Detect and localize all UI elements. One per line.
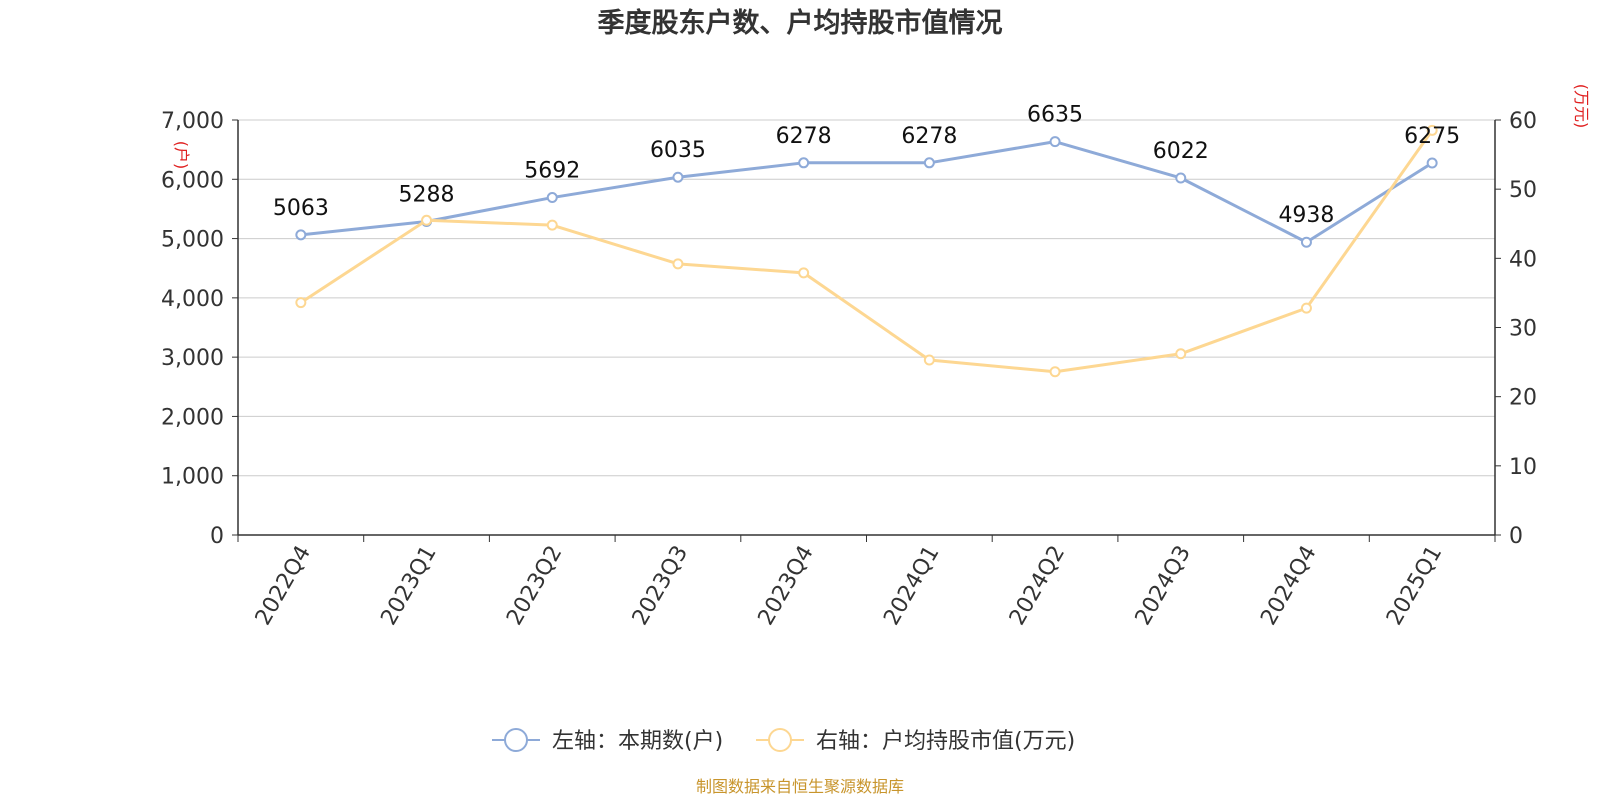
left-tick-label: 2,000 <box>161 405 224 430</box>
data-label: 5692 <box>524 159 580 184</box>
left-tick-label: 6,000 <box>161 168 224 193</box>
data-point-right <box>1426 124 1438 136</box>
data-label: 6022 <box>1153 139 1209 164</box>
data-point-left <box>1049 136 1061 148</box>
data-label: 5063 <box>273 196 329 221</box>
data-point-right <box>1175 348 1187 360</box>
data-label: 6635 <box>1027 103 1083 128</box>
data-point-left <box>672 171 684 183</box>
left-tick-label: 7,000 <box>161 109 224 134</box>
x-tick-label: 2024Q3 <box>1131 542 1196 630</box>
x-tick-label: 2022Q4 <box>251 542 316 630</box>
data-point-right <box>923 354 935 366</box>
legend-label-right-series: 右轴：户均持股市值(万元) <box>816 729 1075 754</box>
data-point-right <box>295 297 307 309</box>
left-tick-label: 5,000 <box>161 228 224 253</box>
data-point-right <box>672 258 684 270</box>
x-tick-label: 2024Q4 <box>1256 542 1321 630</box>
data-point-left <box>923 157 935 169</box>
data-point-left <box>798 157 810 169</box>
right-tick-label: 10 <box>1509 455 1537 480</box>
data-source-note: 制图数据来自恒生聚源数据库 <box>696 777 904 796</box>
legend-item-left-series[interactable]: 左轴：本期数(户) <box>492 728 723 754</box>
data-point-left <box>295 229 307 241</box>
x-tick-label: 2024Q2 <box>1005 542 1070 630</box>
data-label: 6035 <box>650 138 706 163</box>
left-tick-label: 3,000 <box>161 346 224 371</box>
left-axis-unit: (户) <box>172 141 191 170</box>
data-point-left <box>1300 236 1312 248</box>
data-point-right <box>798 267 810 279</box>
data-label: 6275 <box>1404 124 1460 149</box>
x-tick-label: 2025Q1 <box>1382 542 1447 630</box>
data-label: 6278 <box>776 124 832 149</box>
gridlines <box>238 119 1495 477</box>
legend-circle-icon <box>768 728 792 752</box>
x-tick-label: 2023Q1 <box>376 542 441 630</box>
legend-label-left-series: 左轴：本期数(户) <box>552 729 723 754</box>
data-point-left <box>1175 172 1187 184</box>
series-line-left <box>300 140 1433 244</box>
right-tick-label: 30 <box>1509 317 1537 342</box>
right-tick-label: 40 <box>1509 247 1537 272</box>
x-tick-label: 2023Q2 <box>502 542 567 630</box>
right-tick-label: 50 <box>1509 178 1537 203</box>
data-point-right <box>1300 302 1312 314</box>
chart-title: 季度股东户数、户均持股市值情况 <box>598 7 1003 39</box>
series-line-right <box>300 129 1434 374</box>
left-tick-label: 1,000 <box>161 465 224 490</box>
data-labels: 5063 5288 5692 6035 6278 6278 6635 6022 4938 6275 <box>273 103 1460 229</box>
right-axis-unit: (万元) <box>1572 84 1591 129</box>
right-tick-label: 0 <box>1509 524 1523 549</box>
data-point-right <box>1049 366 1061 378</box>
left-tick-label: 4,000 <box>161 287 224 312</box>
series-lines <box>295 124 1438 378</box>
data-point-left <box>1426 157 1438 169</box>
right-tick-label: 20 <box>1509 386 1537 411</box>
right-tick-label: 60 <box>1509 109 1537 134</box>
left-tick-label: 0 <box>210 524 224 549</box>
legend-item-right-series[interactable]: 右轴：户均持股市值(万元) <box>756 728 1075 754</box>
data-label: 6278 <box>901 124 957 149</box>
data-label: 4938 <box>1278 203 1334 228</box>
data-label: 5288 <box>399 182 455 207</box>
data-point-right <box>421 214 433 226</box>
legend-circle-icon <box>504 728 528 752</box>
x-tick-label: 2024Q1 <box>879 542 944 630</box>
data-point-left <box>546 192 558 204</box>
legend[interactable]: 左轴：本期数(户) 右轴：户均持股市值(万元) <box>492 728 1075 754</box>
axes: 0 1,000 2,000 3,000 4,000 5,000 6,000 7,000 0 10 2… <box>161 109 1537 630</box>
x-tick-label: 2023Q4 <box>754 542 819 630</box>
data-point-right <box>546 219 558 231</box>
x-tick-label: 2023Q3 <box>628 542 693 630</box>
